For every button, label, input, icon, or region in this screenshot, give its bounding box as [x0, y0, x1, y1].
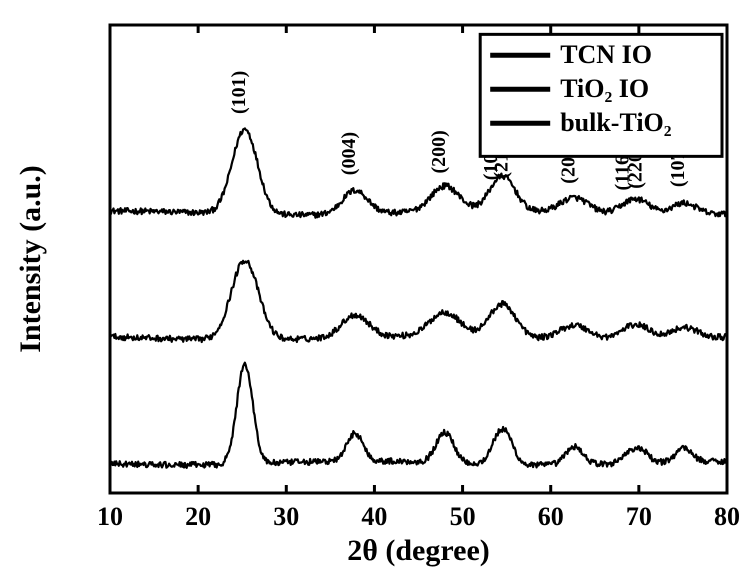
- peak-label: (200): [428, 130, 450, 173]
- legend-label: TCN IO: [560, 40, 652, 69]
- x-axis-label: 2θ (degree): [347, 534, 490, 567]
- legend-label: bulk-TiO₂: [560, 108, 672, 137]
- x-tick-label: 40: [361, 502, 387, 531]
- x-tick-label: 10: [97, 502, 123, 531]
- peak-label: (004): [338, 132, 360, 175]
- x-tick-label: 20: [185, 502, 211, 531]
- x-tick-label: 50: [450, 502, 476, 531]
- xrd-series-2: [110, 363, 727, 468]
- peak-label: (101): [228, 71, 250, 114]
- xrd-chart: 10 20 30 40 50 60 70 80 2θ (degree) Intensity (a.…: [0, 0, 752, 578]
- chart-svg: 10 20 30 40 50 60 70 80 2θ (degree) Intensity (a.…: [0, 0, 752, 578]
- x-tick-label: 70: [626, 502, 652, 531]
- x-tick-label: 30: [273, 502, 299, 531]
- x-tick-label: 60: [538, 502, 564, 531]
- x-tick-label: 80: [714, 502, 740, 531]
- y-axis-label: Intensity (a.u.): [14, 165, 47, 353]
- xrd-series-1: [110, 261, 727, 342]
- legend-label: TiO₂ IO: [560, 74, 649, 103]
